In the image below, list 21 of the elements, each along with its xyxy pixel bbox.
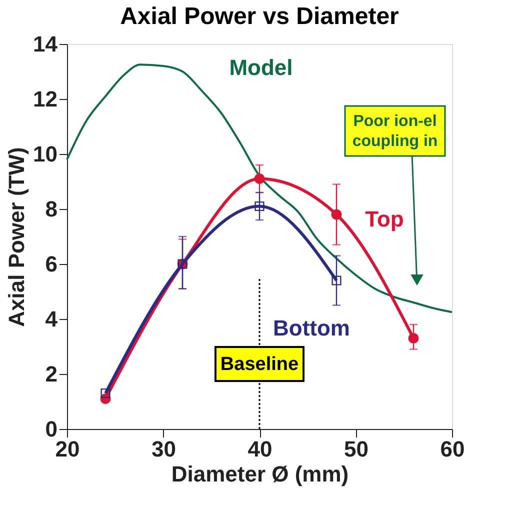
y-tick-label: 0 <box>45 416 58 442</box>
x-tick-label: 30 <box>152 436 176 462</box>
series-label: Bottom <box>273 316 350 340</box>
x-tick-label: 50 <box>344 436 368 462</box>
series-label: Model <box>229 54 293 80</box>
y-tick-label: 12 <box>33 86 58 112</box>
y-tick-label: 4 <box>45 306 58 332</box>
y-tick-label: 14 <box>33 32 58 56</box>
y-tick-label: 10 <box>33 142 58 166</box>
x-tick-label: 40 <box>248 436 272 462</box>
series-label: Top <box>365 206 404 232</box>
y-axis-title: Axial Power (TW) <box>4 147 30 327</box>
y-tick-label: 6 <box>45 252 58 276</box>
ref-line-label: Baseline <box>220 354 299 375</box>
chart-title: Axial Power vs Diameter <box>120 3 399 30</box>
x-tick-label: 20 <box>55 436 80 462</box>
annotation: Poor ion-el coupling in <box>352 113 438 150</box>
x-tick-label: 60 <box>440 436 465 462</box>
y-tick-label: 2 <box>45 362 58 386</box>
x-axis-title: Diameter Ø (mm) <box>171 462 349 486</box>
y-tick-label: 8 <box>45 196 58 222</box>
